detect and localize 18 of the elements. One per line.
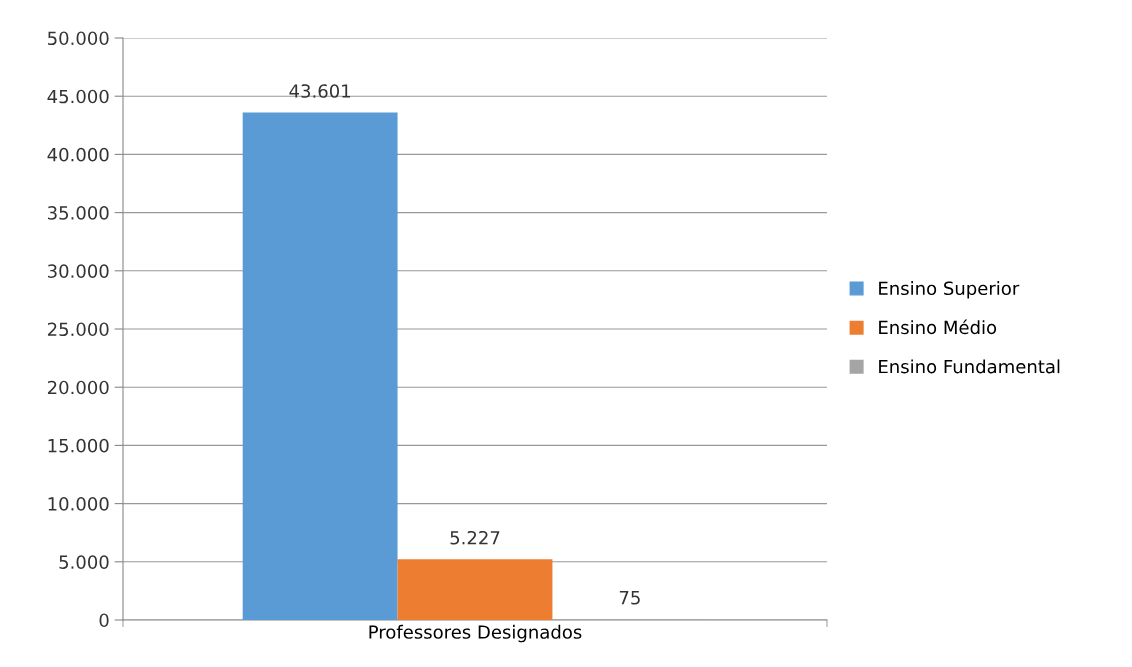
data-label: 43.601: [289, 84, 351, 98]
y-tick-label: 10.000: [48, 497, 109, 511]
y-tick-label: 25.000: [47, 322, 109, 337]
legend-label: Ensino Fundamental: [879, 359, 1060, 374]
legend-label: Ensino Superior: [879, 281, 1020, 299]
y-tick-label: 5.000: [59, 555, 109, 569]
y-tick-label: 0: [99, 613, 109, 628]
y-tick-label: 15.000: [48, 438, 109, 453]
y-tick-label: 45.000: [47, 89, 109, 104]
x-tick-label: Professores Designados: [369, 624, 582, 643]
y-tick-label: 40.000: [47, 147, 109, 162]
y-tick-label: 50.000: [48, 31, 109, 46]
y-tick-label: 30.000: [48, 264, 109, 278]
data-label: 5.227: [450, 530, 500, 545]
legend-label: Ensino Médio: [879, 319, 997, 335]
data-label: 75: [619, 591, 640, 605]
y-tick-label: 35.000: [48, 206, 109, 220]
y-tick-label: 20.000: [47, 380, 109, 395]
